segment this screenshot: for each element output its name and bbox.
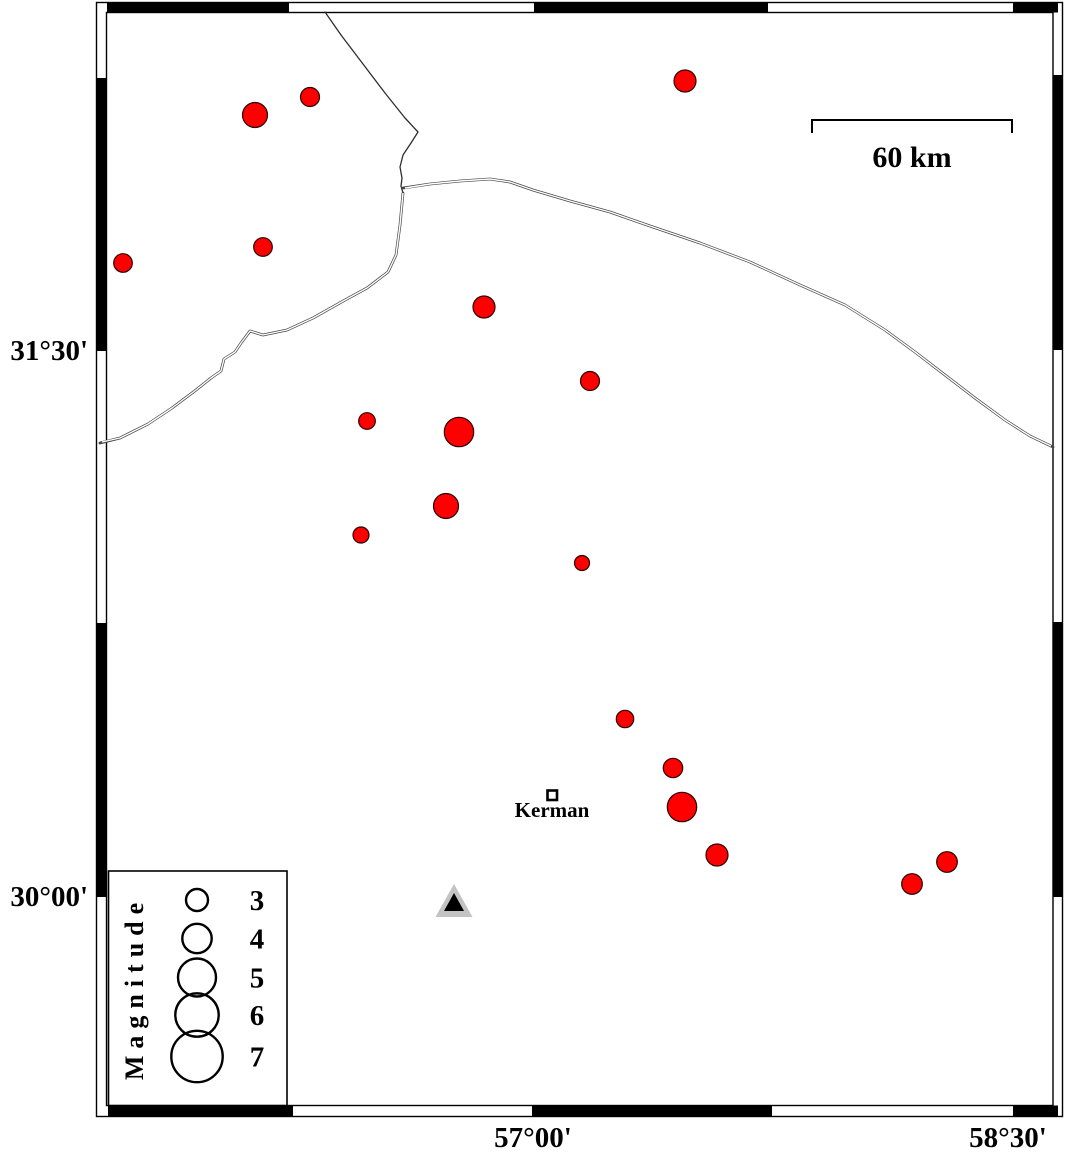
scale-bar-bracket [811, 119, 1013, 133]
frame-tick-segment [532, 1105, 772, 1117]
frame-tick-segment [1013, 2, 1058, 13]
legend-magnitude-label: 5 [250, 963, 265, 995]
road-line-east [401, 177, 1055, 449]
earthquake-epicenter [936, 851, 958, 873]
legend-magnitude-circle [170, 1029, 224, 1084]
legend-magnitude-circle [181, 922, 213, 955]
earthquake-epicenter [358, 412, 376, 430]
frame-tick-segment [107, 2, 289, 13]
earthquake-epicenter [472, 295, 496, 319]
station-marker [435, 884, 473, 917]
legend-magnitude-label: 4 [250, 924, 265, 956]
earthquake-epicenter [666, 791, 698, 823]
earthquake-epicenter [443, 416, 475, 448]
frame-tick-segment [1053, 622, 1063, 897]
lon-tick-label: 58°30' [969, 1122, 1047, 1154]
frame-tick-segment [96, 78, 107, 351]
city-marker-kerman: Kerman [515, 789, 590, 822]
map-frame [95, 1, 1064, 1118]
earthquake-epicenter [352, 526, 370, 544]
earthquake-epicenter [432, 492, 460, 520]
frame-tick-segment [534, 2, 768, 13]
earthquake-epicenter [573, 554, 591, 572]
station-triangle-inner-icon [444, 893, 464, 911]
geography-lines [98, 11, 1055, 449]
legend-items: 3 4 5 6 7 [170, 885, 265, 1084]
road-line-southwest-fill [101, 192, 404, 443]
magnitude-legend: Magnitude 3 4 5 6 7 [107, 870, 288, 1107]
earthquake-epicenter [113, 253, 133, 273]
legend-title: Magnitude [120, 896, 149, 1080]
scale-bar-label: 60 km [872, 141, 951, 174]
road-line-southwest [98, 191, 405, 445]
axis-annotations: 31°30' 30°00' 57°00' 58°30' [10, 335, 1046, 1154]
earthquake-epicenter [299, 86, 321, 108]
legend-magnitude-circle [184, 887, 210, 913]
road-line-east-fill [404, 178, 1052, 447]
city-square-icon [546, 789, 559, 802]
legend-magnitude-label: 3 [250, 885, 265, 917]
earthquake-epicenter [241, 101, 269, 129]
earthquake-epicenter [673, 69, 697, 93]
frame-tick-segment [1013, 1105, 1058, 1117]
boundary-line [324, 11, 419, 194]
earthquake-epicenter [901, 873, 923, 895]
earthquake-epicenter [705, 843, 729, 867]
epicenters-layer [113, 69, 958, 895]
frame-tick-segment [96, 623, 107, 897]
lat-tick-label: 30°00' [10, 881, 88, 913]
frame-tick-segment [108, 1105, 293, 1117]
legend-magnitude-label: 7 [250, 1042, 265, 1074]
legend-magnitude-circle [174, 992, 220, 1038]
city-label: Kerman [515, 798, 590, 822]
scale-bar: 60 km [811, 119, 1013, 174]
lon-tick-label: 57°00' [494, 1122, 572, 1154]
legend-magnitude-circle [176, 957, 218, 998]
lat-tick-label: 31°30' [10, 335, 88, 367]
earthquake-epicenter [579, 370, 601, 392]
earthquake-epicenter [253, 237, 273, 257]
earthquake-epicenter [615, 709, 635, 729]
legend-magnitude-label: 6 [250, 1000, 265, 1032]
earthquake-epicenter [662, 757, 684, 779]
frame-tick-segment [1053, 75, 1063, 350]
